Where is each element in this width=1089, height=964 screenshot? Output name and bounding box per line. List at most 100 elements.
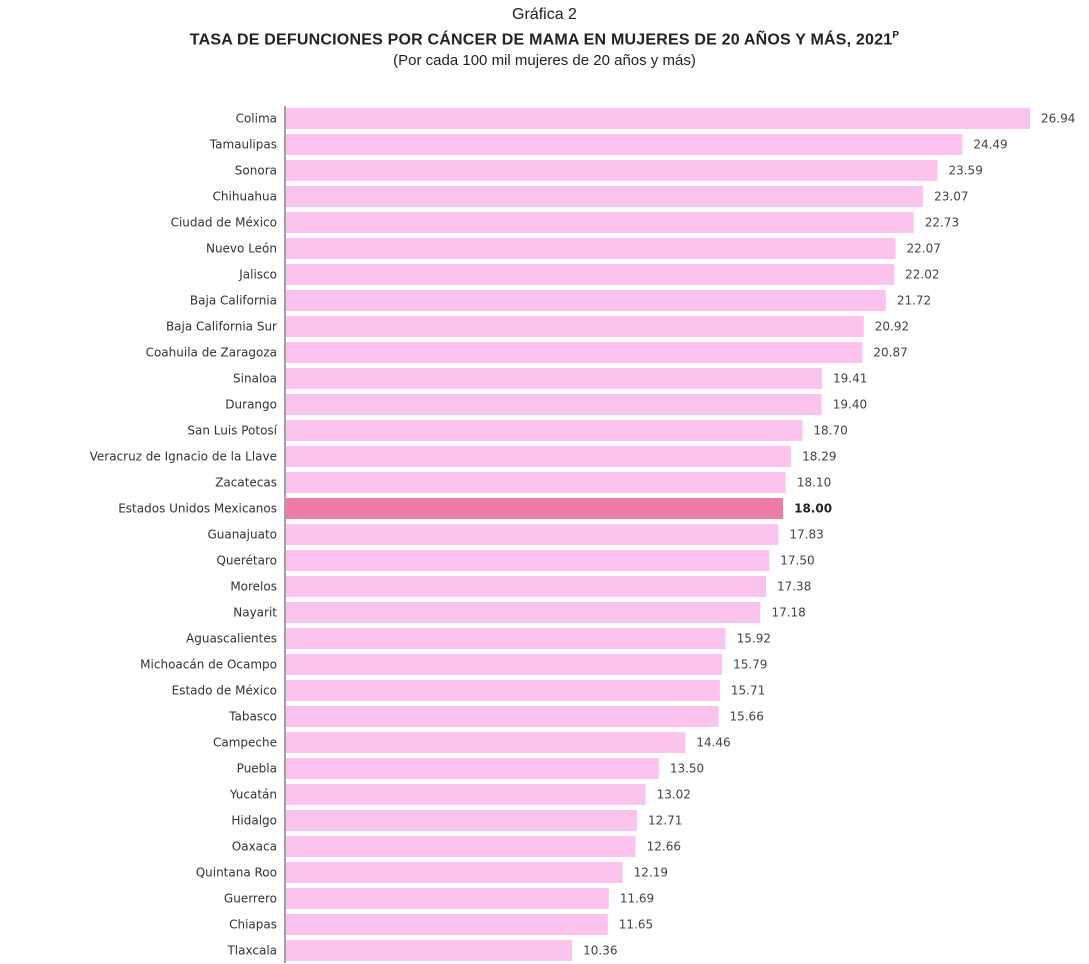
bar [286, 342, 863, 363]
category-label: Veracruz de Ignacio de la Llave [90, 450, 277, 464]
bars-group [286, 108, 1030, 961]
category-label: Campeche [213, 736, 277, 750]
value-label: 17.50 [780, 554, 814, 568]
value-label: 11.65 [619, 918, 653, 932]
bar [286, 836, 636, 857]
category-label: Chiapas [229, 918, 277, 932]
value-label: 18.29 [802, 450, 836, 464]
bar [286, 654, 723, 675]
bar [286, 628, 726, 649]
category-label: Aguascalientes [186, 632, 277, 646]
chart-title-superscript: P [892, 30, 900, 41]
value-label: 18.10 [797, 476, 831, 490]
category-label: Nayarit [233, 606, 277, 620]
category-label: Guanajuato [207, 528, 277, 542]
category-label: Estado de México [172, 684, 277, 698]
bar [286, 602, 761, 623]
value-label: 15.92 [737, 632, 771, 646]
bar [286, 134, 963, 155]
bar [286, 446, 792, 467]
value-label: 12.19 [634, 866, 668, 880]
value-label: 15.79 [733, 658, 767, 672]
bar [286, 264, 895, 285]
value-labels-group: 26.94 24.49 23.59 23.07 22.73 22.07 22.02 21.72… [583, 112, 1075, 958]
category-label: Jalisco [238, 268, 277, 282]
category-label: Nuevo León [206, 242, 277, 256]
value-label: 24.49 [973, 138, 1007, 152]
category-label: Hidalgo [231, 814, 277, 828]
category-label: Baja California [190, 294, 277, 308]
bar [286, 706, 719, 727]
value-label: 18.70 [813, 424, 847, 438]
value-label: 14.46 [696, 736, 730, 750]
bar [286, 238, 896, 259]
value-label: 22.73 [925, 216, 959, 230]
value-label: 20.87 [873, 346, 907, 360]
category-label: Colima [236, 112, 277, 126]
value-label: 13.50 [670, 762, 704, 776]
category-label: Sinaloa [233, 372, 277, 386]
bar [286, 758, 659, 779]
category-label: Estados Unidos Mexicanos [118, 502, 277, 516]
bar [286, 160, 938, 181]
value-label: 15.71 [731, 684, 765, 698]
category-label: Querétaro [216, 554, 277, 568]
value-label: 23.59 [948, 164, 982, 178]
bar [286, 212, 914, 233]
category-label: Tlaxcala [226, 944, 277, 958]
bar [286, 862, 623, 883]
value-label: 20.92 [875, 320, 909, 334]
value-label: 17.18 [771, 606, 805, 620]
value-label: 19.40 [833, 398, 867, 412]
value-label: 11.69 [620, 892, 654, 906]
category-label: Chihuahua [213, 190, 277, 204]
value-label: 13.02 [657, 788, 691, 802]
bar [286, 368, 823, 389]
value-label: 21.72 [897, 294, 931, 308]
category-label: Ciudad de México [171, 216, 277, 230]
category-label: Coahuila de Zaragoza [146, 346, 277, 360]
value-label: 19.41 [833, 372, 867, 386]
bar [286, 290, 886, 311]
category-label: Oaxaca [232, 840, 277, 854]
chart-subtitle: (Por cada 100 mil mujeres de 20 años y m… [393, 52, 696, 69]
value-label: 18.00 [794, 502, 832, 516]
category-labels-group: Colima Tamaulipas Sonora Chihuahua Ciudad de… [90, 112, 278, 958]
bar [286, 108, 1030, 129]
value-label: 15.66 [729, 710, 763, 724]
bar [286, 680, 720, 701]
category-label: Zacatecas [215, 476, 277, 490]
category-label: Guerrero [224, 892, 277, 906]
value-label: 23.07 [934, 190, 968, 204]
chart-title: TASA DE DEFUNCIONES POR CÁNCER DE MAMA E… [0, 30, 1089, 49]
value-label: 22.02 [905, 268, 939, 282]
bar [286, 550, 770, 571]
category-label: Puebla [237, 762, 277, 776]
category-label: Yucatán [229, 788, 277, 802]
bar [286, 888, 609, 909]
bar [286, 914, 608, 935]
bar [286, 472, 786, 493]
category-label: Durango [225, 398, 277, 412]
bar [286, 576, 766, 597]
bar [286, 186, 924, 207]
value-label: 10.36 [583, 944, 617, 958]
chart-number: Gráfica 2 [512, 6, 577, 23]
chart-title-text: TASA DE DEFUNCIONES POR CÁNCER DE MAMA E… [189, 31, 893, 49]
bar [286, 940, 573, 961]
bar [286, 394, 822, 415]
bar [286, 784, 646, 805]
value-label: 12.71 [648, 814, 682, 828]
bar-highlight [286, 498, 784, 519]
value-label: 26.94 [1041, 112, 1075, 126]
category-label: Michoacán de Ocampo [140, 658, 277, 672]
bar [286, 524, 779, 545]
value-label: 22.07 [907, 242, 941, 256]
category-label: San Luis Potosí [187, 424, 277, 438]
category-label: Morelos [230, 580, 277, 594]
bar [286, 732, 686, 753]
bar [286, 316, 864, 337]
bar [286, 420, 803, 441]
category-label: Quintana Roo [196, 866, 277, 880]
